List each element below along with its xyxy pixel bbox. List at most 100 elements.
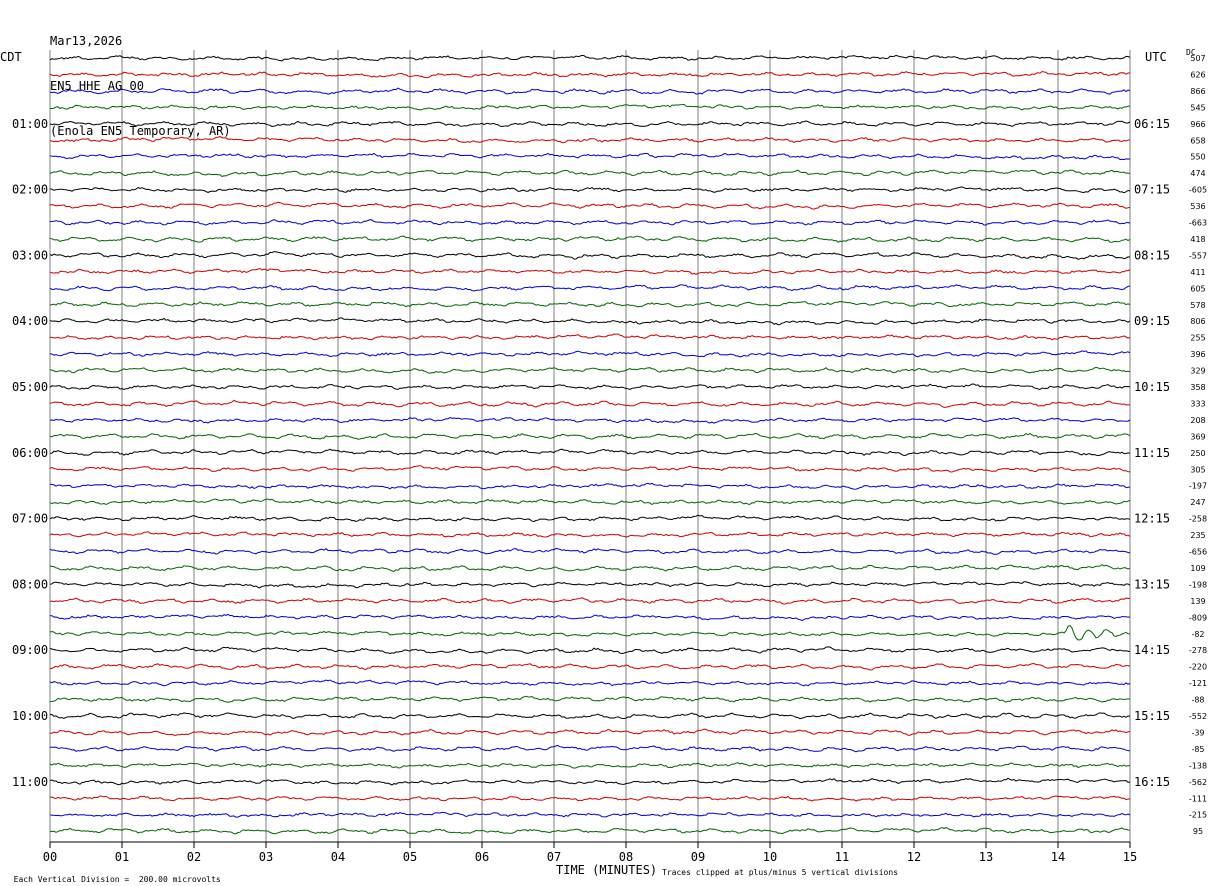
dc-offset: -557 <box>1189 251 1207 260</box>
seismic-trace <box>49 54 1131 62</box>
dc-offset: -258 <box>1189 515 1207 524</box>
right-time-label: 12:15 <box>1134 512 1170 526</box>
right-time-label: 14:15 <box>1134 643 1170 657</box>
seismic-trace <box>49 120 1131 128</box>
clip-note: Traces clipped at plus/minus 5 vertical … <box>662 868 899 877</box>
x-tick-label: 02 <box>187 850 201 864</box>
dc-offset: -138 <box>1189 761 1207 770</box>
right-time-label: 11:15 <box>1134 446 1170 460</box>
plot-date: Mar13,2026 <box>50 34 123 48</box>
seismic-trace <box>49 744 1131 753</box>
left-time-label: 03:00 <box>12 248 48 262</box>
seismic-trace <box>50 103 1131 111</box>
left-time-label: 07:00 <box>12 512 48 526</box>
dc-offset: 305 <box>1190 465 1205 474</box>
seismic-trace <box>49 333 1131 341</box>
left-time-label: 04:00 <box>12 314 48 328</box>
dc-offset: -88 <box>1191 696 1204 705</box>
seismic-trace <box>49 762 1131 769</box>
seismic-trace <box>49 563 1131 573</box>
dc-offset: -663 <box>1189 219 1207 228</box>
x-tick-label: 11 <box>835 850 849 864</box>
right-time-label: 16:15 <box>1134 775 1170 789</box>
seismic-trace <box>49 827 1131 835</box>
traces <box>49 54 1131 835</box>
x-tick-label: 05 <box>403 850 417 864</box>
dc-offset: 411 <box>1190 268 1205 277</box>
x-tick-label: 04 <box>331 850 345 864</box>
dc-offset: 358 <box>1190 383 1205 392</box>
x-tick-label: 07 <box>547 850 561 864</box>
left-time-labels: 01:00 02:00 03:00 04:00 05:00 06:00 07:00 08:00… <box>12 117 48 789</box>
seismic-trace <box>49 317 1131 326</box>
left-time-label: 11:00 <box>12 775 48 789</box>
seismic-trace <box>49 186 1131 194</box>
dc-offset: -82 <box>1191 630 1204 639</box>
left-timezone-label: CDT <box>0 50 22 64</box>
dc-offset: 474 <box>1190 169 1205 178</box>
seismic-trace <box>49 366 1131 374</box>
dc-offset: -111 <box>1189 794 1207 803</box>
right-time-label: 06:15 <box>1134 117 1170 131</box>
x-tick-label: 09 <box>691 850 705 864</box>
dc-offset: -605 <box>1189 186 1207 195</box>
dc-offset: 545 <box>1190 103 1205 112</box>
seismic-trace <box>49 432 1131 440</box>
right-time-label: 07:15 <box>1134 183 1170 197</box>
left-time-label: 01:00 <box>12 117 48 131</box>
dc-offset: 247 <box>1190 498 1205 507</box>
seismic-trace <box>49 169 1131 178</box>
left-time-label: 08:00 <box>12 577 48 591</box>
seismic-trace <box>49 448 1131 457</box>
dc-offset: 507 <box>1190 54 1205 63</box>
seismic-trace <box>49 777 1131 786</box>
station-code: EN5 HHE AG 00 <box>50 79 144 93</box>
seismic-trace <box>49 383 1131 391</box>
x-axis-title: TIME (MINUTES) <box>556 863 658 877</box>
right-time-label: 09:15 <box>1134 314 1170 328</box>
dc-offset: 866 <box>1190 87 1205 96</box>
seismic-trace <box>49 498 1131 506</box>
left-time-label: 02:00 <box>12 183 48 197</box>
x-tick-label: 14 <box>1051 850 1065 864</box>
dc-offset: -809 <box>1189 613 1207 622</box>
seismic-trace <box>49 514 1131 523</box>
scale-note: Each Vertical Division = 200.00 microvol… <box>13 875 221 884</box>
seismic-trace <box>49 465 1130 473</box>
dc-offset: -85 <box>1191 745 1204 754</box>
seismic-trace <box>49 267 1131 275</box>
dc-offset: -278 <box>1189 646 1207 655</box>
x-tick-label: 00 <box>43 850 57 864</box>
x-tick-label: 03 <box>259 850 273 864</box>
seismic-trace <box>49 581 1131 589</box>
right-time-label: 13:15 <box>1134 577 1170 591</box>
dc-offset: -197 <box>1189 482 1207 491</box>
seismic-trace <box>49 597 1131 605</box>
x-tick-label: 12 <box>907 850 921 864</box>
dc-offset: 578 <box>1190 301 1205 310</box>
dc-offset: 418 <box>1190 235 1205 244</box>
dc-offset: -562 <box>1189 778 1207 787</box>
dc-offset: -215 <box>1189 811 1207 820</box>
dc-offset: -39 <box>1191 728 1204 737</box>
seismic-trace <box>49 70 1131 79</box>
dc-offset: 658 <box>1190 136 1205 145</box>
seismic-trace <box>49 235 1131 243</box>
left-time-label: 05:00 <box>12 380 48 394</box>
dc-offset: 396 <box>1190 350 1205 359</box>
right-time-label: 10:15 <box>1134 380 1170 394</box>
right-time-label: 08:15 <box>1134 248 1170 262</box>
dc-offset: -121 <box>1189 679 1207 688</box>
dc-offset: 329 <box>1190 367 1205 376</box>
dc-offset: 235 <box>1190 531 1205 540</box>
seismic-trace <box>49 135 1131 144</box>
dc-offset: 333 <box>1190 399 1205 408</box>
dc-offset: -552 <box>1189 712 1207 721</box>
left-time-label: 10:00 <box>12 709 48 723</box>
dc-label: DC <box>1186 48 1196 57</box>
x-tick-label: 13 <box>979 850 993 864</box>
seismic-trace <box>49 811 1131 818</box>
seismic-trace <box>49 201 1131 210</box>
seismic-trace <box>50 613 1131 622</box>
